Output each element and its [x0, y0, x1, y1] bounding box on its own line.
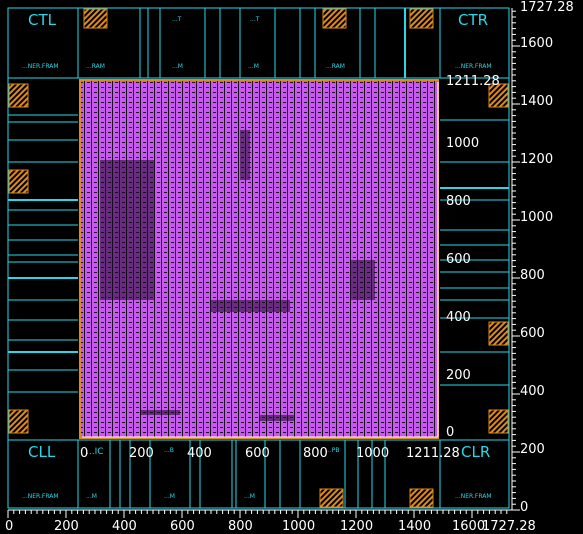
top-cell-label-upper: ...T: [172, 16, 182, 23]
core-x-tick: 1211.28: [406, 446, 460, 461]
corner-label-cll: CLL: [28, 443, 56, 461]
outer-y-tick: 1600: [520, 36, 554, 51]
outer-x-tick: 0: [5, 519, 14, 534]
corner-label-clr: CLR: [461, 443, 491, 461]
top-pad-row: [77, 7, 441, 79]
outer-x-ticks: [7, 510, 508, 518]
bottom-cell-label-upper: ...IC: [86, 447, 104, 457]
outer-y-ticks: [512, 10, 520, 511]
outer-x-tick: 1727.28: [482, 519, 536, 534]
outer-y-tick: 400: [520, 384, 545, 399]
bottom-cell-label: ...M: [164, 493, 175, 500]
core-y-tick: 0: [446, 425, 455, 440]
io-pad: [488, 409, 509, 434]
io-pad: [409, 488, 434, 508]
bottom-cell-label: ...NER.FRAM: [22, 493, 59, 500]
io-pad: [488, 83, 509, 108]
outer-y-tick: 1200: [520, 152, 554, 167]
top-cell-label: ...M: [172, 63, 183, 70]
top-cell-label-upper: ...T: [250, 16, 260, 23]
io-pad: [8, 409, 29, 434]
outer-y-tick: 0: [520, 500, 529, 515]
core-x-tick: 1000: [356, 446, 390, 461]
top-cell-label: ...NER.FRAM: [22, 63, 59, 70]
io-pad: [322, 8, 347, 29]
outer-x-tick: 1200: [340, 519, 374, 534]
outer-x-tick: 800: [228, 519, 253, 534]
outer-x-tick: 600: [170, 519, 195, 534]
bottom-cell-label-upper: ...B: [164, 447, 174, 454]
outer-x-tick: 1600: [452, 519, 486, 534]
outer-y-tick: 200: [520, 442, 545, 457]
io-pad: [319, 488, 344, 508]
outer-y-tick: 1727.28: [520, 0, 574, 15]
core-x-tick: 800: [303, 446, 328, 461]
outer-y-tick: 1000: [520, 210, 554, 225]
bottom-cell-label: ...NER.FRAM: [455, 493, 492, 500]
right-pad-column: [440, 119, 509, 386]
core-x-tick: 600: [245, 446, 270, 461]
outer-x-tick: 200: [54, 519, 79, 534]
outer-y-tick: 1400: [520, 94, 554, 109]
io-pad: [488, 321, 509, 346]
io-pad: [8, 83, 29, 108]
corner-label-ctl: CTL: [28, 11, 56, 29]
bottom-cell-label: ...M: [244, 493, 255, 500]
outer-axis-lines: [8, 8, 513, 511]
outer-x-tick: 400: [112, 519, 137, 534]
left-pad-column: [8, 114, 78, 393]
core-dark-regions: [100, 130, 375, 421]
outer-y-tick: 800: [520, 268, 545, 283]
bottom-cell-label-upper: ...PB: [326, 447, 340, 454]
core-x-tick: 400: [187, 446, 212, 461]
top-cell-label: ...RAM: [326, 63, 345, 70]
bottom-pad-row: [77, 439, 441, 509]
core-x-tick: 0: [80, 446, 89, 461]
top-cell-label: ...NER.FRAM: [455, 63, 492, 70]
io-pad: [83, 8, 108, 29]
core-y-tick: 200: [446, 368, 471, 383]
io-pad: [8, 169, 29, 194]
bottom-cell-label: ...M: [86, 493, 97, 500]
corner-label-ctr: CTR: [458, 11, 489, 29]
core-y-tick: 1000: [446, 136, 480, 151]
core-y-tick: 800: [446, 194, 471, 209]
core-y-tick: 1211.28: [446, 74, 500, 89]
io-pad: [409, 8, 434, 29]
outer-x-tick: 1400: [398, 519, 432, 534]
outer-y-tick: 600: [520, 326, 545, 341]
io-pad-group: [8, 8, 509, 508]
top-cell-label: ...M: [248, 63, 259, 70]
core-x-tick: 200: [129, 446, 154, 461]
core-y-tick: 600: [446, 252, 471, 267]
top-cell-label: ...RAM: [86, 63, 105, 70]
core-axis-lines: [82, 82, 439, 438]
core-y-tick: 400: [446, 310, 471, 325]
outer-x-tick: 1000: [282, 519, 316, 534]
